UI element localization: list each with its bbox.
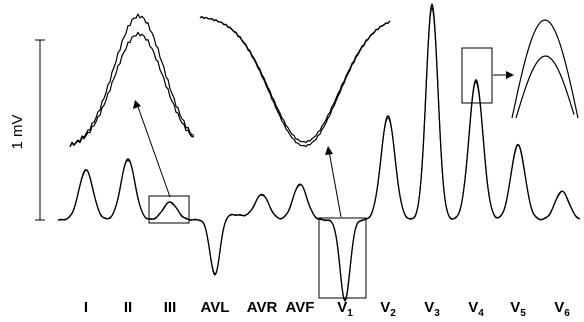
lead-label-v1: V1 (337, 299, 353, 319)
inset-v4-trace-2 (515, 55, 575, 119)
lead-label-v4: V4 (468, 299, 484, 319)
arrows (133, 71, 514, 218)
lead-label-avr: AVR (247, 299, 278, 316)
inset-iii-trace-1 (69, 13, 195, 147)
inset-v1-trace-2 (199, 16, 391, 144)
inset-v1-trace-1 (199, 16, 391, 148)
lead-label-iii: III (164, 299, 177, 316)
lead-label-avf: AVF (286, 299, 315, 316)
inset-traces (69, 13, 579, 148)
inset-box-v1 (318, 217, 367, 299)
inset-box-v4 (461, 47, 493, 104)
inset-box-iii (148, 195, 190, 224)
lead-label-v2: V2 (380, 299, 396, 319)
inset-iii-trace-2 (69, 31, 195, 148)
lead-labels: I II III AVL AVR AVF V1 V2 V3 V4 V5 V6 (84, 299, 570, 319)
lead-label-v5: V5 (510, 299, 526, 319)
lead-label-ii: II (124, 299, 132, 316)
lead-label-v6: V6 (554, 299, 570, 319)
inset-v4-trace-1 (511, 19, 579, 119)
lead-label-avl: AVL (201, 299, 230, 316)
scale-bar (35, 39, 45, 221)
lead-label-i: I (84, 299, 88, 316)
y-axis-label: 1 mV (9, 114, 26, 149)
lead-label-v3: V3 (424, 299, 440, 319)
